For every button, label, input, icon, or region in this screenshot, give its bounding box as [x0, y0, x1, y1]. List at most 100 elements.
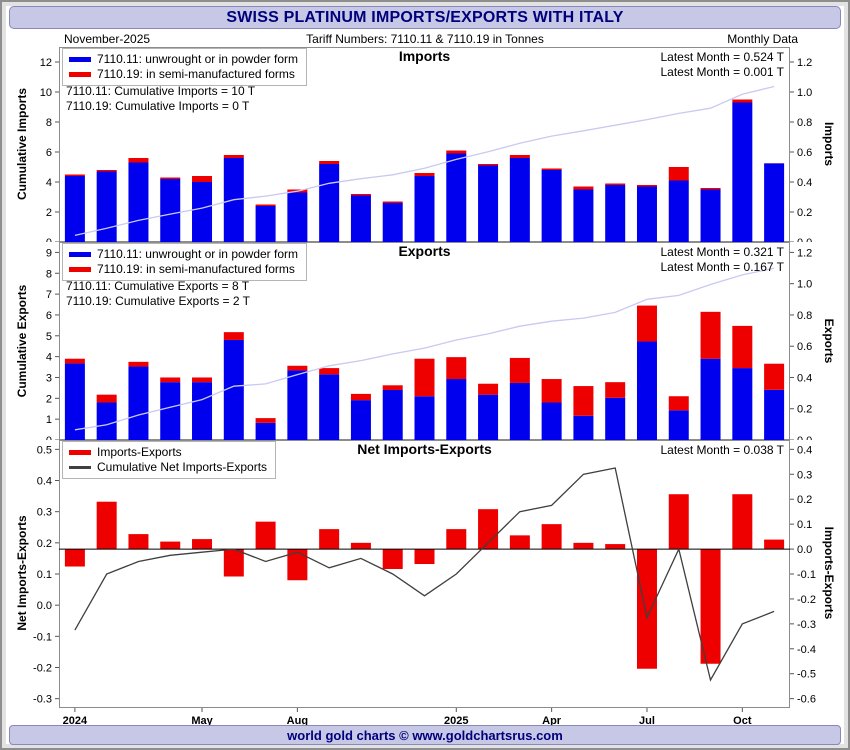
bar-imports-7110-19-6: [255, 204, 276, 206]
bar-net-18: [636, 549, 657, 669]
date-label: November-2025: [64, 32, 151, 46]
net-cumulative-line: [74, 467, 775, 682]
bar-exports-7110-19-20: [700, 311, 721, 359]
bar-exports-7110-11-22: [764, 389, 785, 440]
exports-latest-month-1: Latest Month = 0.321 T: [660, 245, 784, 259]
svg-text:0.4: 0.4: [797, 444, 812, 456]
bar-net-21: [732, 494, 753, 550]
bar-net-12: [446, 529, 467, 550]
svg-text:4: 4: [46, 352, 52, 364]
bar-net-11: [414, 549, 435, 565]
net-bar-swatch-icon: [69, 450, 91, 455]
bar-exports-7110-19-21: [732, 325, 753, 369]
bar-exports-7110-19-9: [350, 393, 371, 401]
bar-imports-7110-11-9: [350, 195, 371, 242]
bar-exports-7110-11-7: [287, 370, 308, 440]
legend-item: 7110.11: unwrought or in powder form: [69, 247, 298, 262]
bar-imports-7110-19-18: [636, 185, 657, 187]
bar-net-14: [509, 535, 530, 550]
bar-exports-7110-19-7: [287, 365, 308, 371]
exports-right-axis-title: Exports: [822, 318, 836, 364]
svg-text:1.2: 1.2: [797, 57, 812, 69]
footer-credit-bar: world gold charts © www.goldchartsrus.co…: [9, 725, 841, 745]
bar-exports-7110-19-11: [414, 358, 435, 397]
bar-net-19: [668, 494, 689, 550]
svg-text:0.0: 0.0: [797, 544, 812, 556]
legend-item: Cumulative Net Imports-Exports: [69, 460, 267, 475]
imports-cumulative-note-1: 7110.11: Cumulative Imports = 10 T: [66, 84, 256, 98]
bar-net-17: [605, 544, 626, 550]
legend-item: 7110.19: in semi-manufactured forms: [69, 262, 298, 277]
imports-cumulative-line: [74, 85, 775, 237]
svg-text:0.4: 0.4: [37, 476, 52, 488]
bar-imports-7110-11-17: [605, 185, 626, 242]
bar-exports-7110-19-12: [446, 357, 467, 380]
imports-cumulative-note-2: 7110.19: Cumulative Imports = 0 T: [66, 99, 250, 113]
imports-axis-ticks: 0246810120.00.20.40.60.81.01.2: [40, 57, 813, 249]
svg-text:0.5: 0.5: [37, 444, 52, 456]
bar-imports-7110-19-12: [446, 150, 467, 154]
svg-text:0.1: 0.1: [37, 569, 52, 581]
legend-item: Imports-Exports: [69, 445, 267, 460]
bar-exports-7110-19-13: [478, 383, 499, 395]
svg-text:5: 5: [46, 331, 52, 343]
bar-exports-7110-19-2: [128, 361, 149, 367]
net-title: Net Imports-Exports: [357, 441, 492, 457]
bar-imports-7110-11-3: [160, 179, 181, 242]
bar-exports-7110-11-21: [732, 368, 753, 440]
bar-imports-7110-19-21: [732, 99, 753, 103]
page-title: SWISS PLATINUM IMPORTS/EXPORTS WITH ITAL…: [226, 8, 624, 26]
svg-text:-0.3: -0.3: [33, 694, 52, 706]
bar-imports-7110-11-18: [636, 186, 657, 242]
bar-net-4: [192, 539, 213, 550]
bar-exports-7110-11-13: [478, 394, 499, 440]
svg-text:7: 7: [46, 289, 52, 301]
exports-title: Exports: [398, 243, 451, 259]
bar-net-22: [764, 539, 785, 550]
bar-imports-7110-11-12: [446, 153, 467, 242]
net-legend: Imports-Exports Cumulative Net Imports-E…: [62, 441, 277, 479]
bar-exports-7110-11-14: [509, 382, 530, 440]
bar-imports-7110-19-16: [573, 186, 594, 190]
bar-net-9: [350, 542, 371, 550]
svg-text:-0.1: -0.1: [33, 631, 52, 643]
exports-axis-ticks: 01234567890.00.20.40.60.81.01.2: [46, 247, 812, 447]
bar-imports-7110-19-11: [414, 173, 435, 176]
bar-exports-7110-19-8: [319, 368, 340, 375]
svg-text:2: 2: [46, 393, 52, 405]
bar-exports-7110-11-5: [223, 339, 244, 440]
bar-net-2: [128, 534, 149, 550]
svg-text:6: 6: [46, 147, 52, 159]
bar-imports-7110-11-1: [96, 171, 117, 242]
bar-imports-7110-11-13: [478, 165, 499, 242]
net-axis-ticks: -0.3 -0.2 -0.1 0.0 0.1 0.2 0.3 0.4 0.5 -0.6 -0.5 -0…: [33, 444, 816, 705]
bar-imports-7110-11-20: [700, 189, 721, 242]
bar-imports-7110-11-22: [764, 163, 785, 242]
bar-net-6: [255, 521, 276, 550]
bar-exports-7110-19-0: [64, 358, 85, 364]
svg-text:1.0: 1.0: [797, 279, 812, 291]
bar-imports-7110-11-2: [128, 162, 149, 242]
bar-net-5: [223, 549, 244, 577]
svg-text:-0.4: -0.4: [797, 644, 816, 656]
bar-imports-7110-19-8: [319, 161, 340, 164]
bar-imports-7110-11-8: [319, 164, 340, 242]
bar-imports-7110-19-2: [128, 158, 149, 163]
bar-net-1: [96, 501, 117, 550]
svg-text:8: 8: [46, 117, 52, 129]
svg-text:-0.1: -0.1: [797, 569, 816, 581]
bar-imports-7110-11-6: [255, 206, 276, 242]
svg-text:-0.6: -0.6: [797, 694, 816, 706]
exports-cumulative-line: [74, 267, 775, 431]
bar-exports-7110-19-6: [255, 418, 276, 423]
svg-text:Aug: Aug: [287, 715, 308, 727]
bar-imports-7110-19-13: [478, 164, 499, 166]
bar-net-8: [319, 529, 340, 550]
legend-label: 7110.19: in semi-manufactured forms: [97, 262, 295, 276]
legend-label: 7110.11: unwrought or in powder form: [97, 52, 299, 66]
bar-exports-7110-11-20: [700, 358, 721, 440]
bar-exports-7110-11-18: [636, 341, 657, 440]
svg-text:3: 3: [46, 372, 52, 384]
svg-text:0.0: 0.0: [37, 600, 52, 612]
red-series-swatch-icon: [69, 72, 91, 77]
